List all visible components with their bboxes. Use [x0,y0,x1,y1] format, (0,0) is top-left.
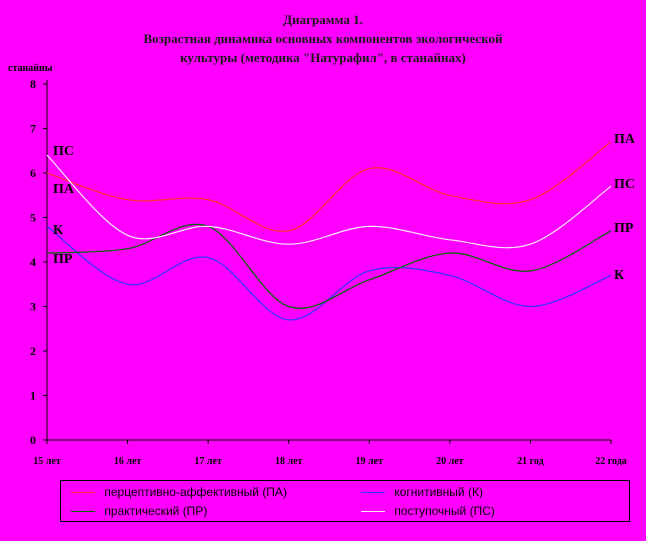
legend-item-pr: практический (ПР) [71,502,207,520]
x-tick-label: 19 лет [356,456,384,467]
y-tick-label: 0 [30,433,36,447]
y-tick-label: 6 [30,166,36,180]
series-line-К [46,225,612,321]
left-series-label: ПС [53,144,74,159]
y-tick-label: 8 [30,77,36,91]
left-series-label: ПА [53,182,75,197]
right-series-label: К [614,268,625,283]
legend-label-pr: практический (ПР) [104,504,208,518]
right-series-label: ПА [614,132,636,147]
legend-swatch-pa [71,492,95,494]
y-tick-label: 7 [30,122,36,136]
legend-item-ps: поступочный (ПС) [361,502,495,520]
right-series-label: ПР [614,221,634,236]
series-line-ПР [46,223,612,309]
legend-swatch-k [361,492,385,494]
x-tick-label: 21 год [517,456,544,467]
legend-label-k: когнитивный (К) [394,485,483,499]
x-tick-label: 17 лет [194,456,222,467]
chart-title: Диаграмма 1. Возрастная динамика основны… [0,10,646,67]
y-tick-label: 3 [30,300,36,314]
left-series-label: К [53,223,64,238]
y-tick-label: 2 [30,344,36,358]
x-tick-label: 16 лет [114,456,142,467]
y-tick-label: 5 [30,211,36,225]
series-line-ПС [46,154,612,249]
legend-label-pa: перцептивно-аффективный (ПА) [104,485,287,499]
title-line-2: Возрастная динамика основных компонентов… [143,31,503,46]
legend-swatch-pr [71,511,95,513]
series-line-ПА [46,141,612,232]
line-chart: 0 1 2 3 4 5 6 7 8 станайны 15 лет 16 лет 17 лет 18 ле… [8,63,636,467]
x-tick-label: 18 лет [275,456,303,467]
x-tick-label: 20 лет [436,456,464,467]
title-line-3: культуры (методика "Натурафил", в станай… [180,50,466,65]
legend-swatch-ps [361,511,385,513]
title-line-1: Диаграмма 1. [283,12,363,27]
right-series-label: ПС [614,177,635,192]
legend-label-ps: поступочный (ПС) [394,504,495,518]
left-series-label: ПР [53,252,73,267]
legend: перцептивно-аффективный (ПА) когнитивный… [60,480,630,522]
y-axis-label: станайны [8,63,53,74]
legend-item-k: когнитивный (К) [361,483,483,501]
x-tick-label: 15 лет [33,456,61,467]
x-tick-label: 22 года [595,456,627,467]
y-tick-label: 4 [30,255,36,269]
legend-item-pa: перцептивно-аффективный (ПА) [71,483,287,501]
y-tick-label: 1 [30,389,36,403]
